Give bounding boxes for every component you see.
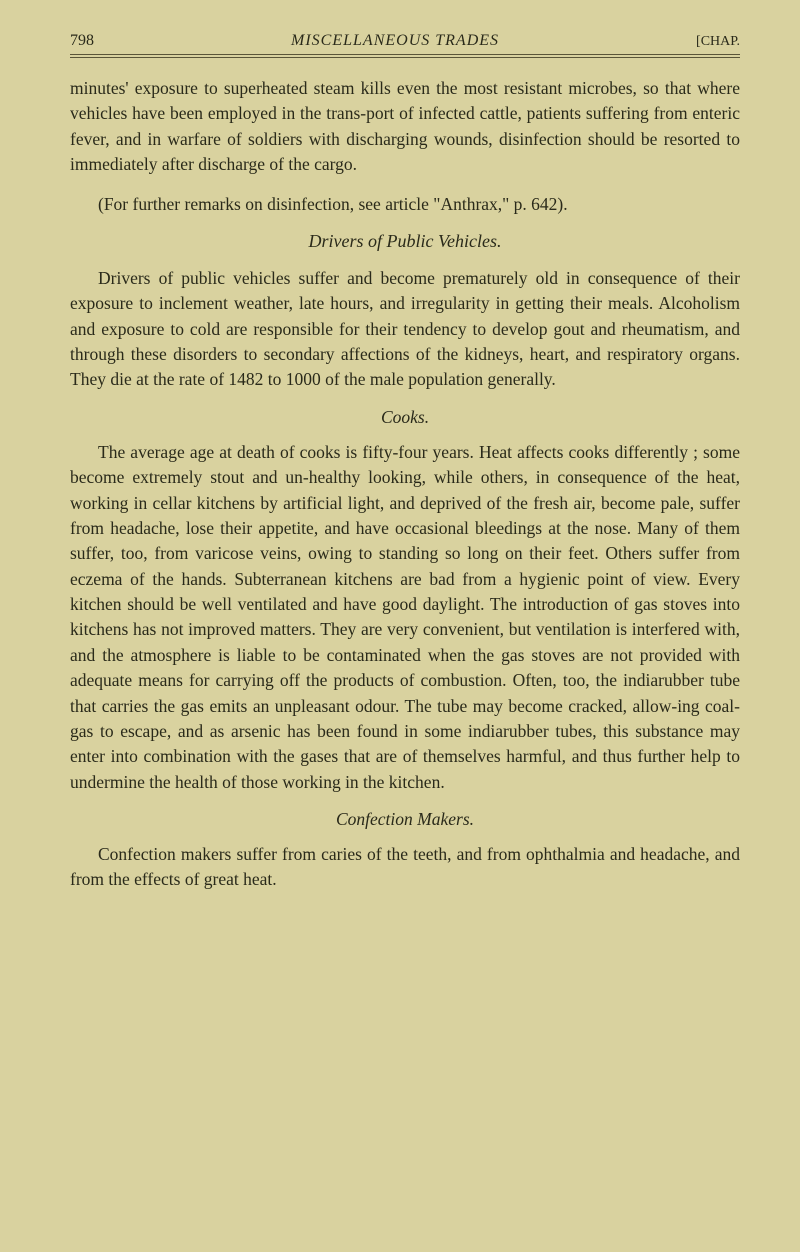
paragraph: (For further remarks on disinfection, se… — [70, 192, 740, 217]
chapter-label: [CHAP. — [696, 34, 740, 50]
page-number: 798 — [70, 32, 94, 50]
page-header: 798 MISCELLANEOUS TRADES [CHAP. — [70, 32, 740, 55]
paragraph: minutes' exposure to superheated steam k… — [70, 76, 740, 178]
section-heading-confection: Confection Makers. — [70, 809, 740, 830]
paragraph: The average age at death of cooks is fif… — [70, 440, 740, 795]
section-heading-cooks: Cooks. — [70, 407, 740, 428]
paragraph: Drivers of public vehicles suffer and be… — [70, 266, 740, 393]
paragraph: Confection makers suffer from caries of … — [70, 842, 740, 893]
page-content: 798 MISCELLANEOUS TRADES [CHAP. minutes'… — [0, 0, 800, 947]
section-heading-drivers: Drivers of Public Vehicles. — [70, 231, 740, 252]
running-title: MISCELLANEOUS TRADES — [291, 32, 499, 50]
header-rule — [70, 57, 740, 58]
